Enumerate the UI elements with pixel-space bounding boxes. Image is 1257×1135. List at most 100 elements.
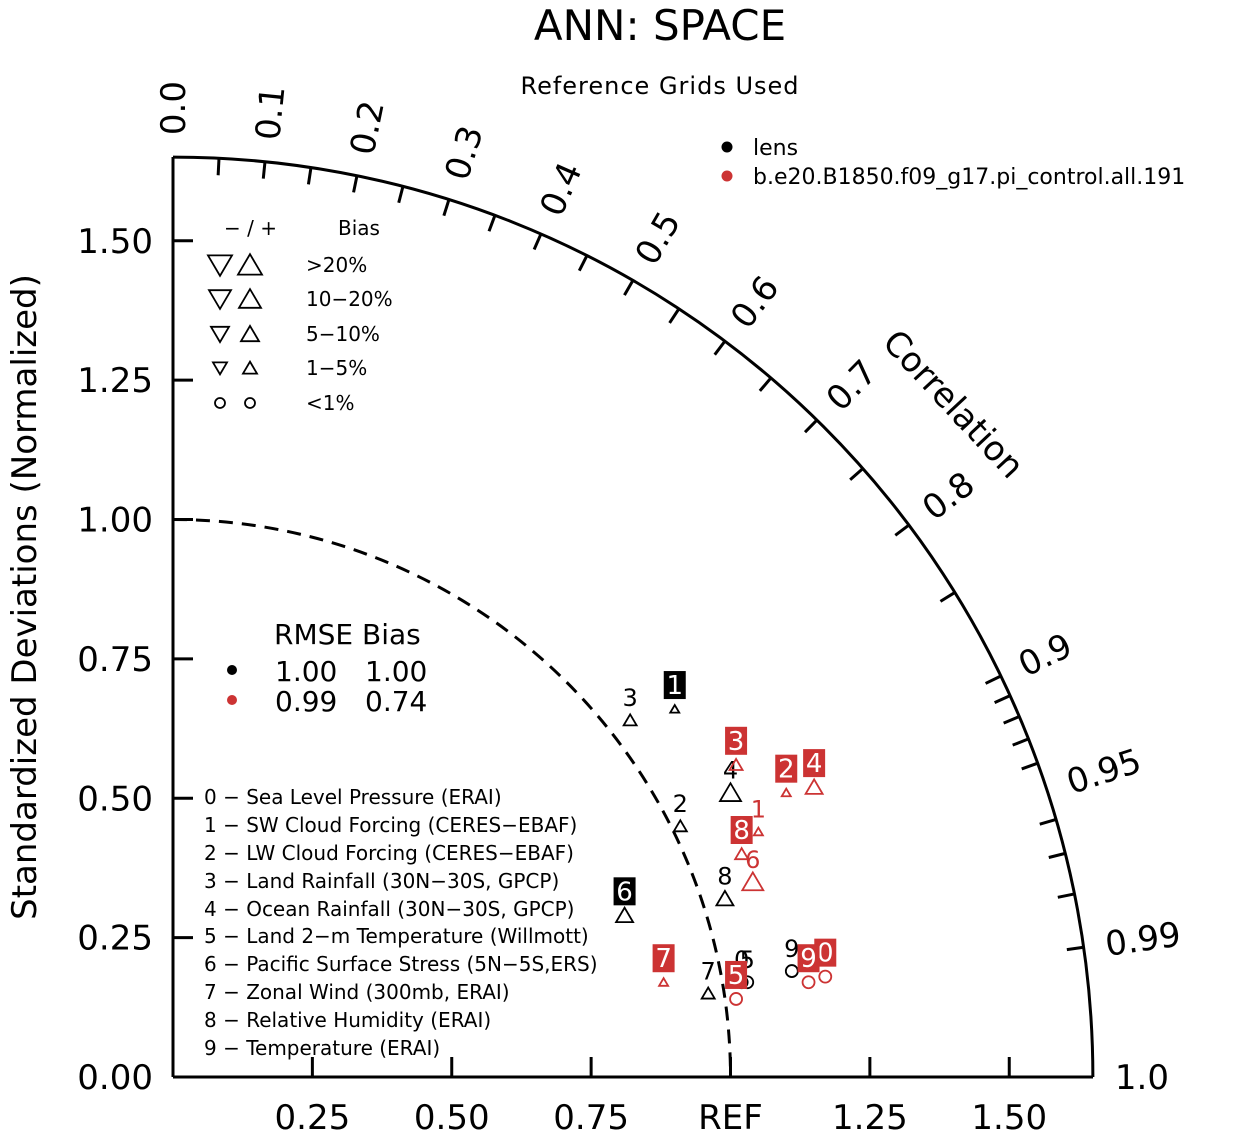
data-point-model-8: 8 xyxy=(730,816,753,861)
bias-legend-row-label: 5−10% xyxy=(306,322,380,346)
correlation-label: 0.6 xyxy=(723,269,787,336)
correlation-label: 0.99 xyxy=(1103,915,1184,965)
variable-key-item: 4 − Ocean Rainfall (30N−30S, GPCP) xyxy=(204,897,574,921)
correlation-tick xyxy=(939,591,956,603)
data-point-model-6: 6 xyxy=(740,846,765,892)
bias-legend-down-triangle xyxy=(209,325,231,344)
point-label-box xyxy=(730,816,753,844)
correlation-tick xyxy=(261,161,267,179)
bias-legend-row-label: <1% xyxy=(306,391,355,415)
correlation-label: 0.95 xyxy=(1062,741,1146,803)
y-tick-label: 0.75 xyxy=(77,640,153,680)
point-label: 1 xyxy=(666,671,683,701)
data-point-lens-6: 6 xyxy=(613,877,636,924)
correlation-tick xyxy=(668,307,681,324)
x-tick-label: REF xyxy=(698,1098,763,1135)
y-tick-label: 0.00 xyxy=(77,1058,153,1098)
point-marker xyxy=(622,712,639,727)
correlation-tick xyxy=(216,158,221,176)
bias-legend-down-triangle xyxy=(211,361,229,377)
data-point-lens-1: 1 xyxy=(663,671,686,714)
correlation-label: 0.4 xyxy=(532,157,590,223)
correlation-tick xyxy=(352,175,359,193)
correlation-label: 1.0 xyxy=(1115,1058,1169,1098)
x-tick-label: 0.50 xyxy=(414,1098,490,1135)
data-point-model-3: 3 xyxy=(725,726,748,771)
variable-key-item: 3 − Land Rainfall (30N−30S, GPCP) xyxy=(204,869,559,893)
data-point-model-0: 0 xyxy=(814,938,837,984)
data-point-lens-7: 7 xyxy=(700,957,717,1000)
rmse-table: RMSE Bias 1.00 1.00 0.99 0.74 xyxy=(227,618,427,718)
point-label: 2 xyxy=(778,755,795,785)
point-label: 8 xyxy=(733,816,750,846)
correlation-tick xyxy=(1048,851,1066,859)
bias-legend-circle xyxy=(244,397,256,409)
point-marker xyxy=(740,870,765,892)
variable-key-item: 8 − Relative Humidity (ERAI) xyxy=(204,1008,491,1032)
plot-axes xyxy=(171,155,1095,1079)
point-label-box xyxy=(725,726,748,755)
rmse-row-marker-model xyxy=(227,695,237,705)
legend-label-lens: lens xyxy=(753,136,798,161)
point-label: 5 xyxy=(728,961,745,991)
variable-key-item: 1 − SW Cloud Forcing (CERES−EBAF) xyxy=(204,813,577,837)
point-marker xyxy=(818,969,833,984)
bias-legend-circle xyxy=(214,397,226,409)
point-marker xyxy=(672,818,689,833)
point-marker xyxy=(614,905,635,924)
correlation-tick xyxy=(487,214,497,232)
bias-legend-row-label: 10−20% xyxy=(306,287,393,311)
y-tick-label: 0.50 xyxy=(77,779,153,819)
correlation-tick xyxy=(894,523,910,537)
correlation-tick xyxy=(758,376,773,392)
correlation-tick xyxy=(993,694,1011,705)
x-tick-label: 0.75 xyxy=(553,1098,629,1135)
bias-legend-up-triangle xyxy=(236,252,264,276)
legend-marker-model xyxy=(721,170,733,182)
bias-legend-up-triangle xyxy=(239,324,261,343)
point-label: 9 xyxy=(800,944,817,974)
point-marker xyxy=(729,992,743,1006)
correlation-tick xyxy=(1021,761,1039,771)
legend-label-model: b.e20.B1850.f09_g17.pi_control.all.191 xyxy=(753,165,1185,190)
correlation-tick xyxy=(713,340,727,356)
point-marker xyxy=(733,846,750,861)
point-label: 7 xyxy=(655,944,672,974)
y-tick-label: 1.25 xyxy=(77,361,153,401)
correlation-tick xyxy=(1003,715,1020,725)
variable-key: 0 − Sea Level Pressure (ERAI) 1 − SW Clo… xyxy=(204,785,598,1060)
rmse-value: 1.00 xyxy=(275,655,337,688)
point-marker xyxy=(728,757,745,771)
bias-legend-bias-header: Bias xyxy=(338,216,380,240)
point-marker xyxy=(801,975,816,990)
data-point-model-1: 1 xyxy=(751,796,766,837)
x-tick-label: 0.25 xyxy=(275,1098,351,1135)
data-point-lens-8: 8 xyxy=(714,863,735,907)
point-label-box xyxy=(725,960,748,989)
point-label-box xyxy=(803,749,826,778)
correlation-label: 0.3 xyxy=(437,121,491,185)
point-label: 3 xyxy=(728,727,745,757)
point-label-box xyxy=(814,938,837,967)
point-label-box xyxy=(652,944,675,973)
data-point-model-2: 2 xyxy=(775,754,798,798)
data-point-lens-3: 3 xyxy=(622,684,639,727)
bias-legend-up-triangle xyxy=(237,287,263,309)
point-marker xyxy=(700,985,717,1000)
point-marker xyxy=(657,976,670,987)
correlation-label: 0.8 xyxy=(915,464,982,528)
data-point-model-7: 7 xyxy=(652,944,675,987)
y-tick-label: 0.25 xyxy=(77,919,153,959)
correlation-label: 0.9 xyxy=(1012,626,1078,686)
reference-std-arc xyxy=(172,518,732,1078)
point-marker xyxy=(668,703,681,714)
point-label-box xyxy=(663,671,686,700)
point-marker xyxy=(784,964,799,978)
point-label-box xyxy=(797,944,820,973)
point-marker xyxy=(752,825,765,837)
correlation-tick xyxy=(1012,737,1030,747)
chart-title: ANN: SPACE xyxy=(534,1,786,50)
variable-key-item: 0 − Sea Level Pressure (ERAI) xyxy=(204,785,502,809)
correlation-tick xyxy=(803,419,818,434)
